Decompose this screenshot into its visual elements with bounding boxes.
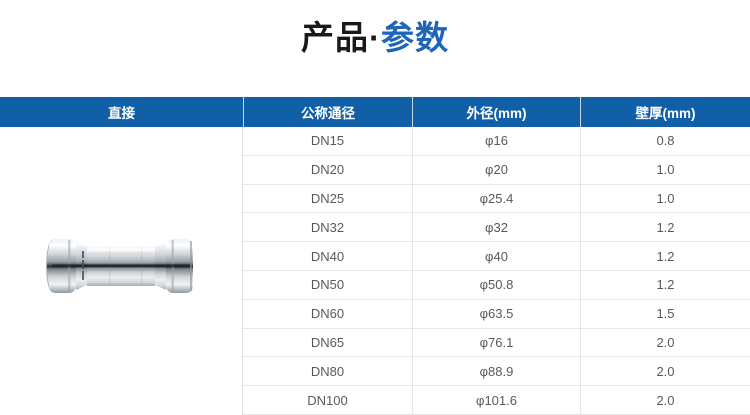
cell-wall-thickness: 2.0 xyxy=(580,386,750,415)
cell-nominal-diameter: DN60 xyxy=(243,299,412,329)
press-coupling-image xyxy=(46,238,193,293)
cell-outer-diameter: φ25.4 xyxy=(412,184,580,214)
cell-nominal-diameter: DN20 xyxy=(243,155,412,185)
col-header-product-type: 直接 xyxy=(0,97,243,127)
cell-outer-diameter: φ20 xyxy=(412,155,580,185)
page-title: 产品 · 参数 xyxy=(0,14,750,60)
cell-outer-diameter: φ63.5 xyxy=(412,299,580,329)
title-text-blue: 参数 xyxy=(381,18,449,56)
cell-nominal-diameter: DN80 xyxy=(243,357,412,387)
cell-nominal-diameter: DN25 xyxy=(243,184,412,214)
cell-nominal-diameter: DN100 xyxy=(243,386,412,415)
cell-wall-thickness: 1.2 xyxy=(580,213,750,243)
product-image-cell xyxy=(0,127,243,415)
cell-wall-thickness: 1.2 xyxy=(580,242,750,271)
cell-outer-diameter: φ32 xyxy=(412,213,580,243)
cell-wall-thickness: 0.8 xyxy=(580,127,750,156)
title-dot: · xyxy=(369,18,381,56)
cell-outer-diameter: φ16 xyxy=(412,127,580,156)
brand-marking xyxy=(82,250,84,280)
title-text-dark: 产品 xyxy=(301,18,369,56)
cell-outer-diameter: φ76.1 xyxy=(412,328,580,358)
cell-outer-diameter: φ50.8 xyxy=(412,270,580,300)
cell-nominal-diameter: DN32 xyxy=(243,213,412,243)
cell-outer-diameter: φ40 xyxy=(412,242,580,271)
cell-nominal-diameter: DN50 xyxy=(243,270,412,300)
col-header-wall-thickness: 壁厚(mm) xyxy=(580,97,750,127)
cell-outer-diameter: φ101.6 xyxy=(412,386,580,415)
spec-table: 直接 公称通径 外径(mm) 壁厚(mm) xyxy=(0,97,750,415)
cell-nominal-diameter: DN65 xyxy=(243,328,412,358)
cell-wall-thickness: 1.5 xyxy=(580,299,750,329)
cell-nominal-diameter: DN40 xyxy=(243,242,412,271)
cell-wall-thickness: 1.2 xyxy=(580,270,750,300)
cell-nominal-diameter: DN15 xyxy=(243,127,412,156)
cell-wall-thickness: 2.0 xyxy=(580,328,750,358)
cell-wall-thickness: 2.0 xyxy=(580,357,750,387)
cell-wall-thickness: 1.0 xyxy=(580,155,750,185)
cell-outer-diameter: φ88.9 xyxy=(412,357,580,387)
cell-wall-thickness: 1.0 xyxy=(580,184,750,214)
col-header-nominal-diameter: 公称通径 xyxy=(243,97,412,127)
col-header-outer-diameter: 外径(mm) xyxy=(412,97,580,127)
